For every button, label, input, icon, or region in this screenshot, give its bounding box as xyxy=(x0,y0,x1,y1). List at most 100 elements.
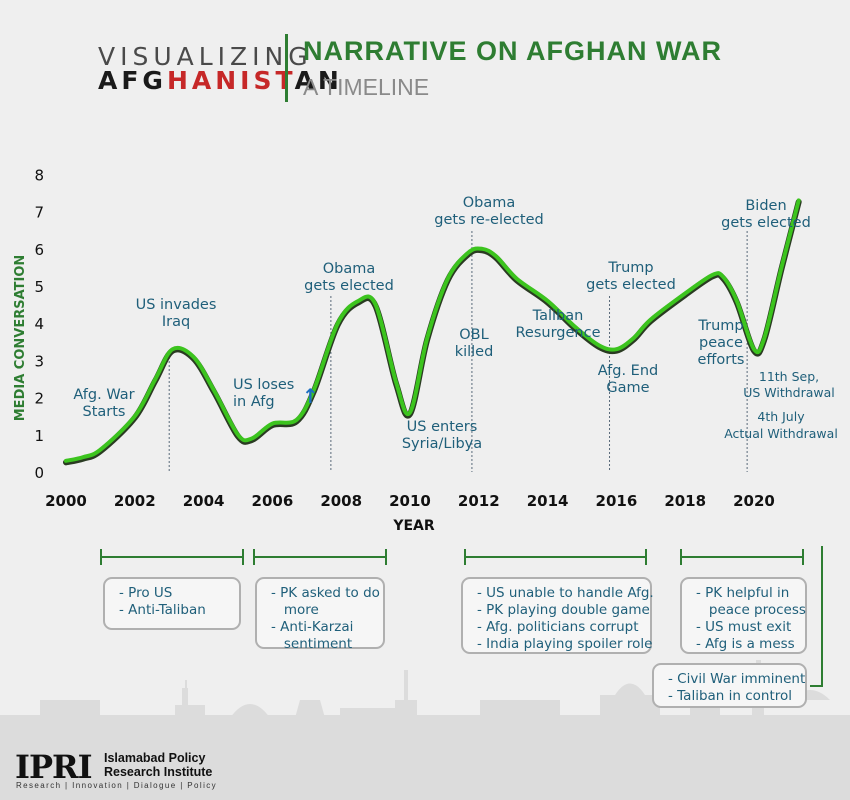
annotation-text: Syria/Libya xyxy=(402,436,482,452)
note-line: - Anti-Taliban xyxy=(119,602,206,618)
annotation-text: peace xyxy=(699,335,743,351)
note-line: sentiment xyxy=(271,636,353,652)
annotation-text: US enters xyxy=(407,419,478,435)
annotation-text: Resurgence xyxy=(515,325,600,341)
annotation-text: US loses xyxy=(233,377,294,393)
note-line: - Anti-Karzai xyxy=(271,619,354,635)
bracket-2017s xyxy=(680,549,804,565)
annotation-text: gets elected xyxy=(586,277,676,293)
institute-tagline: Research | Innovation | Dialogue | Polic… xyxy=(16,781,218,790)
period-brackets xyxy=(100,546,823,687)
y-axis-label: MEDIA CONVERSATION xyxy=(13,255,28,422)
annotation-text: Taliban xyxy=(532,308,584,324)
institute-name-line2: Research Institute xyxy=(104,765,213,779)
note-box-5: - Civil War imminent - Taliban in control xyxy=(652,663,807,708)
y-tick-label: 8 xyxy=(34,166,44,184)
annotation-text: gets re-elected xyxy=(434,212,543,228)
note-line: - Civil War imminent xyxy=(668,671,806,687)
note-line: - Pro US xyxy=(119,585,173,601)
annotation-text: Starts xyxy=(83,404,126,420)
note-line: peace process xyxy=(696,602,806,618)
skyline-silhouette xyxy=(0,660,850,800)
brand-afghanistan: AFGHANISTAN xyxy=(98,66,343,95)
note-line: - Afg. politicians corrupt xyxy=(477,619,639,635)
y-ticks: 0 1 2 3 4 5 6 7 8 xyxy=(34,166,44,482)
annotation-text: in Afg xyxy=(233,394,275,410)
header-divider xyxy=(285,34,288,102)
arrow-up-icon: ↑ xyxy=(302,384,319,408)
x-tick-label: 2018 xyxy=(664,492,706,510)
x-tick-label: 2012 xyxy=(458,492,500,510)
brand-part-1: AFG xyxy=(98,66,167,95)
bracket-2011s xyxy=(464,549,647,565)
x-ticks: 2000 2002 2004 2006 2008 2010 2012 2014 2016 2018… xyxy=(45,492,775,510)
y-tick-label: 3 xyxy=(34,352,44,370)
x-tick-label: 2006 xyxy=(252,492,294,510)
annotation-text: Afg. End xyxy=(598,363,659,379)
note-box-3: - US unable to handle Afg. - PK playing d… xyxy=(461,577,654,654)
note-line: - PK asked to do xyxy=(271,585,380,601)
x-tick-label: 2020 xyxy=(733,492,775,510)
annotation-text: gets elected xyxy=(721,215,811,231)
y-tick-label: 6 xyxy=(34,241,44,259)
note-line: - Afg is a mess xyxy=(696,636,795,652)
annotation-text: 11th Sep, xyxy=(759,369,819,384)
annotation-text: Biden xyxy=(745,198,786,214)
annotation-text: Game xyxy=(606,380,649,396)
annotation-text: Obama xyxy=(323,261,376,277)
note-line: - Taliban in control xyxy=(668,688,793,704)
event-guide-lines xyxy=(168,231,748,472)
note-line: - India playing spoiler role xyxy=(477,636,653,652)
series-line xyxy=(64,198,801,463)
note-box-4: - PK helpful in peace process - US must e… xyxy=(680,577,807,654)
x-tick-label: 2000 xyxy=(45,492,87,510)
page-subtitle: A TIMELINE xyxy=(303,74,430,100)
note-line: more xyxy=(271,602,319,618)
y-tick-label: 5 xyxy=(34,278,44,296)
y-tick-label: 7 xyxy=(34,204,44,222)
annotation-text: US Withdrawal xyxy=(743,385,835,400)
series-layer xyxy=(63,198,802,466)
y-tick-label: 4 xyxy=(34,315,44,333)
x-axis-label: YEAR xyxy=(392,518,435,534)
annotation-text: Iraq xyxy=(162,314,190,330)
annotation-text: efforts xyxy=(698,352,745,368)
y-tick-label: 1 xyxy=(34,427,44,445)
brand-part-3: AN xyxy=(294,66,343,95)
institute-name-line1: Islamabad Policy xyxy=(104,751,206,765)
annotation-text: Obama xyxy=(463,195,516,211)
note-line: - US must exit xyxy=(696,619,792,635)
annotation-text: OBL xyxy=(459,327,488,343)
note-line: - US unable to handle Afg. xyxy=(477,585,654,601)
bracket-2000s xyxy=(100,549,244,565)
y-tick-label: 2 xyxy=(34,390,44,408)
ipri-logo: IPRI xyxy=(15,748,93,786)
annotation-text: Trump xyxy=(697,318,743,334)
x-tick-label: 2008 xyxy=(320,492,362,510)
y-tick-label: 0 xyxy=(34,464,44,482)
brand-part-2: HANIST xyxy=(166,66,295,95)
annotation-text: Trump xyxy=(607,260,653,276)
annotation-text: Actual Withdrawal xyxy=(724,426,838,441)
annotation-text: killed xyxy=(455,344,494,360)
bracket-2005s xyxy=(253,549,387,565)
note-box-1: - Pro US - Anti-Taliban xyxy=(103,577,241,630)
note-line: - PK helpful in xyxy=(696,585,790,601)
annotation-text: Afg. War xyxy=(73,387,134,403)
annotation-text: US invades xyxy=(136,297,217,313)
x-tick-label: 2010 xyxy=(389,492,431,510)
axes: MEDIA CONVERSATION YEAR xyxy=(13,255,435,534)
note-line: - PK playing double game xyxy=(477,602,650,618)
x-tick-label: 2016 xyxy=(596,492,638,510)
x-tick-label: 2002 xyxy=(114,492,156,510)
annotation-text: 4th July xyxy=(757,409,805,424)
brand-visualizing: VISUALIZING xyxy=(98,42,313,71)
note-box-2: - PK asked to do more - Anti-Karzai senti… xyxy=(255,577,385,652)
x-tick-label: 2004 xyxy=(183,492,225,510)
page-title: NARRATIVE ON AFGHAN WAR xyxy=(303,36,722,66)
x-tick-label: 2014 xyxy=(527,492,569,510)
bracket-2021 xyxy=(810,546,823,687)
annotation-text: gets elected xyxy=(304,278,394,294)
